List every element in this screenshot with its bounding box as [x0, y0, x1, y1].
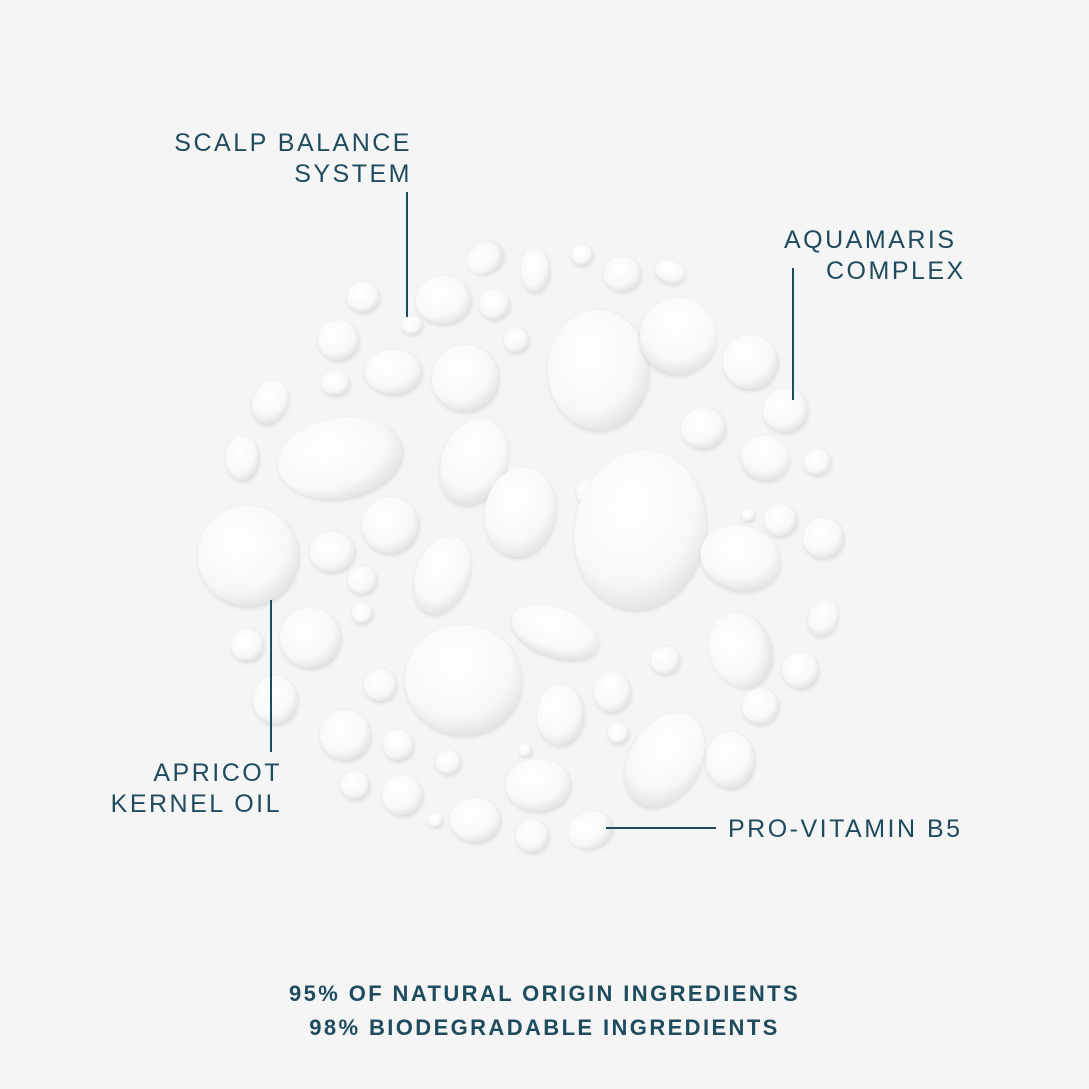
cream-droplet — [252, 380, 288, 424]
leader-line — [406, 192, 408, 317]
cream-droplet — [803, 518, 843, 558]
cream-droplet — [484, 467, 556, 557]
cream-droplet — [742, 688, 778, 724]
cream-droplet — [347, 282, 379, 312]
cream-droplet — [511, 604, 599, 660]
cream-droplet — [572, 245, 592, 265]
cream-droplet — [519, 744, 531, 756]
cream-droplet — [604, 257, 640, 291]
cream-droplet — [280, 608, 340, 668]
cream-droplet — [278, 417, 402, 499]
label-line: AQUAMARIS — [784, 226, 957, 254]
footer-natural-origin: 95% OF NATURAL ORIGIN INGREDIENTS — [288, 981, 801, 1006]
cream-droplet — [640, 298, 716, 374]
cream-droplet — [506, 759, 570, 811]
cream-droplet — [741, 435, 789, 481]
cream-droplet — [405, 624, 521, 736]
leader-line — [270, 600, 272, 752]
cream-droplet — [413, 536, 471, 614]
cream-droplet — [763, 388, 807, 432]
cream-droplet — [764, 504, 796, 536]
cream-droplet — [708, 612, 772, 688]
cream-droplet — [310, 532, 354, 572]
cream-droplet — [655, 260, 685, 284]
cream-droplet — [253, 676, 297, 724]
cream-droplet — [742, 509, 754, 521]
cream-droplet — [651, 646, 679, 674]
cream-droplet — [352, 603, 372, 623]
label-pro-vitamin-b5: PRO-VITAMIN B5 — [728, 815, 963, 843]
cream-droplet — [402, 316, 422, 334]
cream-droplet — [594, 672, 630, 712]
cream-droplet — [706, 732, 754, 788]
cream-droplet — [364, 669, 396, 701]
label-line: SYSTEM — [294, 160, 412, 188]
cream-droplet — [348, 566, 376, 594]
leader-line — [792, 268, 794, 400]
cream-droplet — [231, 629, 263, 661]
cream-droplet — [782, 652, 818, 688]
cream-droplet — [383, 730, 413, 760]
cream-droplet — [428, 813, 442, 827]
cream-droplet — [432, 345, 498, 411]
cream-droplet — [440, 419, 508, 505]
label-line: SCALP BALANCE — [174, 129, 412, 157]
cream-droplet — [321, 371, 349, 395]
cream-droplet — [504, 328, 528, 352]
cream-droplet — [537, 685, 583, 745]
cream-droplet — [198, 506, 298, 606]
cream-droplet — [723, 335, 777, 389]
label-line: APRICOT — [153, 759, 282, 787]
label-line: KERNEL OIL — [110, 790, 282, 818]
cream-droplet — [341, 771, 369, 799]
cream-droplet — [804, 449, 830, 475]
cream-droplet — [808, 600, 838, 636]
cream-droplet — [365, 350, 421, 394]
label-aquamaris-complex: AQUAMARIS COMPLEX — [784, 225, 1004, 287]
cream-droplet — [608, 723, 628, 743]
cream-droplet — [382, 775, 422, 815]
cream-droplet — [574, 450, 706, 610]
cream-droplet — [436, 750, 460, 774]
cream-droplet — [516, 820, 548, 852]
cream-droplet — [318, 320, 358, 360]
cream-droplet — [416, 276, 470, 324]
cream-droplet — [521, 248, 549, 292]
cream-droplet — [568, 811, 612, 849]
cream-droplet — [625, 713, 705, 807]
label-apricot-kernel-oil: APRICOT KERNEL OIL — [60, 758, 282, 820]
cream-droplet — [362, 497, 418, 553]
label-line: COMPLEX — [826, 257, 966, 285]
cream-droplet — [681, 408, 725, 448]
cream-droplet — [548, 310, 648, 430]
cream-droplet — [450, 798, 500, 842]
cream-droplet — [226, 436, 258, 480]
label-scalp-balance-system: SCALP BALANCE SYSTEM — [120, 128, 412, 190]
cream-droplet — [700, 525, 780, 591]
cream-droplet — [320, 710, 370, 760]
cream-droplet — [479, 289, 509, 319]
cream-droplet — [467, 242, 503, 274]
footer-biodegradable: 98% BIODEGRADABLE INGREDIENTS — [309, 1015, 780, 1040]
leader-line — [606, 827, 716, 829]
